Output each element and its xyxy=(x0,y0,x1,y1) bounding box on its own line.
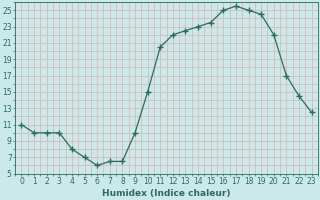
X-axis label: Humidex (Indice chaleur): Humidex (Indice chaleur) xyxy=(102,189,231,198)
